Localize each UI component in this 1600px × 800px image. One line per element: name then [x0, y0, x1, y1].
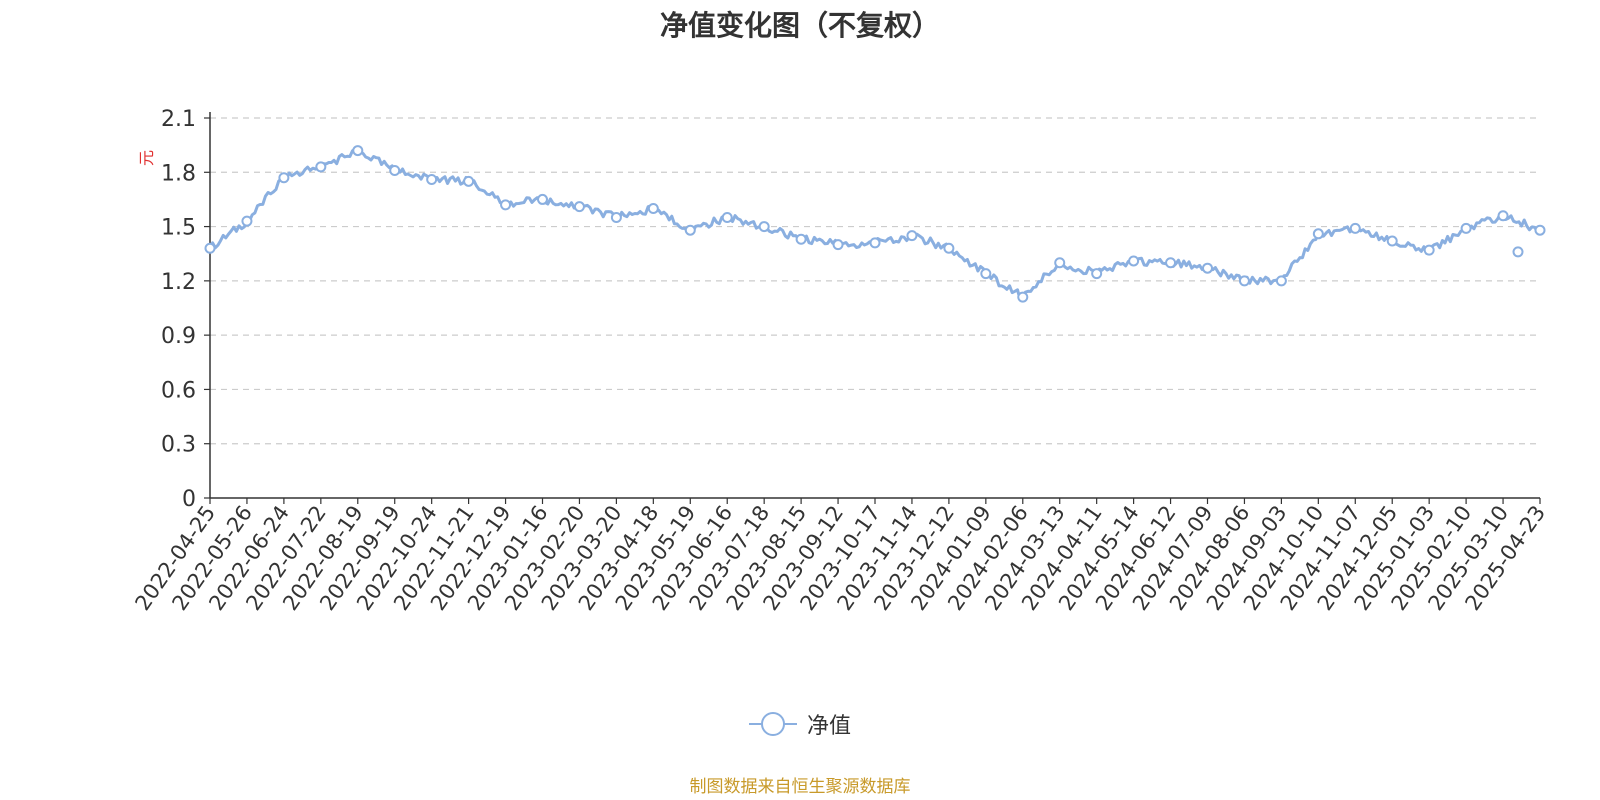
series-point	[1128, 255, 1140, 267]
series-point	[241, 215, 253, 227]
y-tick-label: 0.6	[161, 378, 196, 403]
legend-line-circle-icon	[748, 712, 797, 736]
y-tick-label: 2.1	[161, 107, 196, 132]
series-point	[1238, 275, 1250, 287]
y-tick-label: 0	[182, 487, 196, 512]
series-line-net-value	[208, 147, 1541, 301]
line-chart: 00.30.60.91.21.51.82.1元2022-04-252022-05…	[130, 107, 1550, 615]
series-point	[1054, 257, 1066, 269]
series-point	[537, 193, 548, 205]
series-point	[684, 224, 696, 236]
series-point	[943, 242, 955, 254]
series-point	[278, 172, 290, 184]
legend[interactable]: 净值	[0, 708, 1600, 740]
series-point	[1423, 244, 1435, 256]
source-note: 制图数据来自恒生聚源数据库	[689, 777, 911, 797]
series-point	[204, 242, 216, 254]
series-point	[500, 199, 512, 211]
series-point	[795, 233, 807, 245]
series-point	[1312, 228, 1324, 240]
y-axis-unit-label: 元	[137, 150, 156, 166]
series-point	[1460, 222, 1472, 234]
series-point	[1275, 275, 1287, 287]
y-tick-label: 1.8	[161, 161, 196, 186]
series-point	[389, 164, 401, 176]
series-point	[1349, 222, 1361, 234]
legend-label: 净值	[806, 714, 851, 739]
series-point	[869, 237, 881, 249]
series-point	[463, 175, 475, 187]
series-point	[426, 174, 438, 186]
series-point	[1497, 210, 1509, 222]
series-point	[758, 221, 770, 233]
series-point	[610, 212, 622, 224]
series-point	[1202, 262, 1213, 274]
series-point	[1534, 224, 1546, 236]
series-point	[906, 230, 918, 242]
series-point	[352, 145, 364, 157]
series-point	[721, 212, 733, 224]
series-point	[1091, 268, 1103, 280]
series-point	[573, 201, 585, 213]
y-tick-label: 0.3	[161, 433, 196, 458]
series-point	[832, 239, 844, 251]
y-tick-label: 1.2	[161, 270, 196, 295]
series-point	[315, 161, 327, 173]
series-point	[1017, 291, 1029, 303]
chart-title: 净值变化图（不复权）	[659, 9, 940, 42]
y-tick-label: 1.5	[161, 216, 196, 241]
series-point	[1512, 246, 1524, 258]
series-point	[647, 202, 659, 214]
y-tick-label: 0.9	[161, 324, 196, 349]
series-point	[1165, 257, 1177, 269]
series-point	[980, 268, 992, 280]
series-point	[1386, 235, 1398, 247]
